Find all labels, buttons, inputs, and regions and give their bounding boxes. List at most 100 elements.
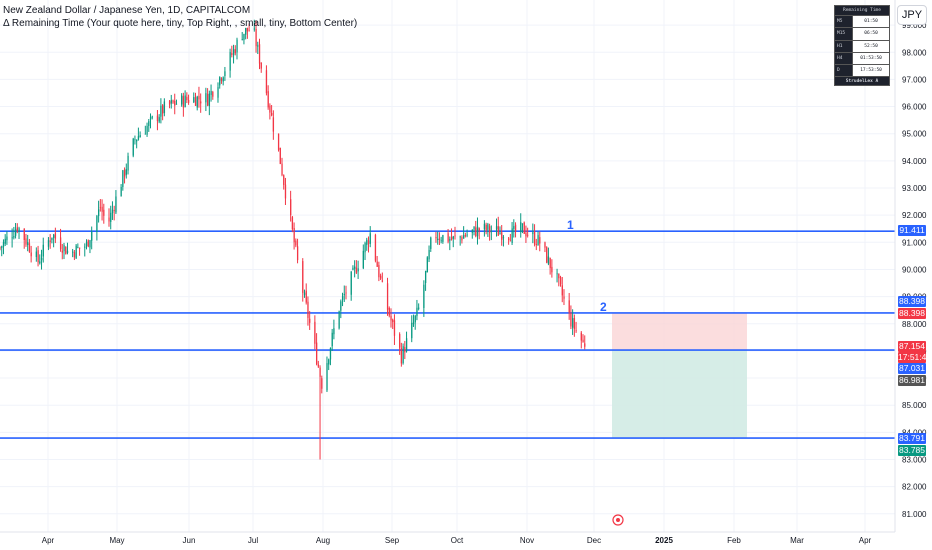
rt-tf: D — [833, 64, 854, 78]
event-marker-dot — [616, 518, 620, 522]
symbol-title[interactable]: New Zealand Dollar / Japanese Yen, 1D, C… — [3, 5, 251, 16]
candle-body — [402, 346, 404, 364]
candle-body — [87, 240, 89, 247]
candle-body — [205, 93, 207, 103]
rt-value: 01:53:50 — [852, 51, 890, 66]
candle-body — [392, 319, 394, 323]
candle-body — [245, 28, 247, 35]
candle-body — [187, 100, 190, 103]
candle-body — [416, 307, 418, 317]
candle-body — [459, 236, 461, 238]
candle-body — [267, 91, 269, 108]
candle-body — [123, 169, 126, 177]
candle-body — [400, 348, 403, 364]
candle-body — [556, 273, 558, 275]
wave-label-1[interactable]: 1 — [567, 218, 574, 232]
candle-body — [108, 217, 110, 222]
candle-body — [478, 228, 480, 231]
candle-body — [77, 247, 79, 249]
event-marker — [612, 514, 624, 526]
candle-body — [162, 105, 164, 114]
rt-tf: M5 — [833, 14, 854, 29]
candle-body — [53, 234, 55, 238]
candle-body — [220, 78, 223, 81]
candle-body — [388, 308, 390, 316]
candle-body — [326, 363, 328, 391]
candle-body — [452, 236, 454, 239]
candle-body — [78, 247, 81, 249]
y-tick-label: 81.000 — [902, 510, 927, 519]
candle-body — [127, 155, 129, 171]
candle-body — [343, 294, 345, 296]
x-tick-label: Jul — [248, 536, 258, 545]
candle-body — [186, 96, 188, 101]
horizontal-levels — [0, 230, 895, 439]
x-tick-label: Nov — [520, 536, 534, 545]
y-tick-label: 84.000 — [902, 428, 927, 437]
candle-body — [269, 105, 271, 113]
candle-body — [111, 209, 114, 214]
x-tick-label: Apr — [42, 536, 55, 545]
candle-body — [405, 338, 408, 352]
candle-body — [362, 250, 364, 269]
candle-body — [414, 315, 416, 323]
candle-body — [558, 273, 560, 279]
rt-tf: M15 — [833, 27, 854, 41]
candle-body — [170, 99, 172, 104]
price-label-target: 83.785 — [898, 445, 926, 456]
candle-body — [260, 62, 262, 69]
candle-body — [340, 301, 342, 311]
candle-body — [89, 240, 91, 248]
candle-body — [404, 347, 406, 353]
candle-body — [485, 224, 487, 231]
candle-body — [265, 70, 268, 94]
candle-body — [376, 261, 378, 267]
x-tick-label: Mar — [790, 536, 804, 545]
candle-body — [175, 103, 178, 105]
candle-body — [475, 227, 477, 237]
currency-button[interactable]: JPY — [897, 5, 927, 25]
candle-body — [442, 235, 444, 242]
y-tick-label: 98.000 — [902, 48, 927, 57]
candle-body — [241, 39, 243, 40]
candle-body — [101, 206, 103, 212]
candle-body — [255, 29, 257, 47]
candle-body — [103, 209, 105, 216]
candle-body — [229, 52, 231, 71]
candle-body — [546, 247, 548, 263]
y-tick-label: 95.000 — [902, 130, 927, 139]
candle-body — [572, 318, 574, 328]
candle-body — [208, 93, 211, 107]
take-profit-zone — [612, 350, 747, 439]
candle-body — [314, 321, 316, 344]
candle-body — [0, 247, 1, 249]
candle-body — [272, 117, 275, 132]
y-tick-label: 92.000 — [902, 211, 927, 220]
candle-body — [393, 320, 396, 336]
candle-body — [490, 230, 493, 232]
candle-body — [42, 244, 44, 257]
time-axis: Apr May Jun Jul Aug Sep Oct Nov Dec 2025 Feb Mar Apr — [0, 531, 895, 545]
x-tick-label: May — [109, 536, 124, 545]
rt-value: 52:50 — [852, 39, 890, 53]
x-tick-label: Jun — [183, 536, 196, 545]
wave-label-2[interactable]: 2 — [600, 300, 607, 314]
candle-body — [302, 261, 304, 293]
remaining-time-table: Remaining Time M5 01:50 M15 06:50 H1 52:50 … — [833, 5, 890, 87]
candle-body — [212, 92, 214, 97]
candle-body — [329, 348, 332, 360]
candle-body — [428, 249, 430, 260]
candle-body — [483, 223, 486, 230]
candle-body — [290, 199, 292, 216]
candle-body — [355, 267, 358, 273]
candle-body — [99, 207, 102, 209]
candle-body — [231, 53, 233, 55]
candle-body — [23, 228, 25, 240]
remaining-time-title: Remaining Time — [834, 5, 890, 16]
candle-body — [551, 266, 553, 273]
candle-body — [438, 238, 441, 240]
candle-body — [573, 318, 576, 329]
price-label-level-4: 83.791 — [898, 433, 926, 444]
indicator-title[interactable]: Δ Remaining Time (Your quote here, tiny,… — [3, 18, 358, 29]
